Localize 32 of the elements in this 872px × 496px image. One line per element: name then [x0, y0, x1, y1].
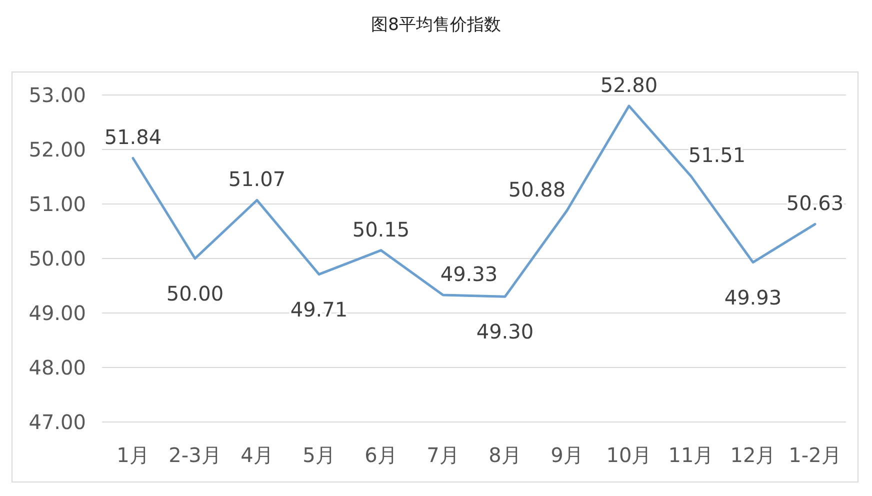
- data-label: 50.63: [786, 191, 844, 216]
- x-tick-label: 1月: [116, 443, 150, 467]
- data-label: 52.80: [600, 72, 658, 97]
- data-label: 50.15: [352, 217, 410, 242]
- data-label: 51.07: [228, 167, 286, 192]
- data-label: 49.33: [440, 262, 498, 286]
- y-tick-label: 52.00: [28, 138, 86, 162]
- y-tick-label: 51.00: [28, 192, 86, 216]
- x-tick-label: 5月: [302, 443, 336, 467]
- data-label: 49.93: [724, 285, 782, 310]
- y-tick-label: 53.00: [28, 83, 86, 107]
- y-tick-label: 49.00: [28, 301, 86, 325]
- data-label: 49.71: [290, 297, 348, 322]
- x-tick-label: 11月: [668, 443, 714, 467]
- x-tick-label: 7月: [426, 443, 460, 467]
- chart-title: 图8平均售价指数: [371, 15, 501, 35]
- data-label: 49.30: [476, 320, 534, 344]
- y-tick-label: 48.00: [28, 356, 86, 380]
- x-tick-label: 4月: [240, 443, 274, 467]
- x-tick-label: 2-3月: [168, 443, 222, 467]
- x-tick-label: 10月: [606, 443, 652, 467]
- data-label: 51.84: [104, 125, 162, 150]
- data-label: 50.88: [508, 178, 566, 202]
- y-tick-label: 50.00: [28, 246, 86, 270]
- x-tick-label: 8月: [488, 443, 522, 467]
- data-label: 50.00: [166, 282, 224, 306]
- y-tick-label: 47.00: [28, 410, 86, 434]
- x-tick-label: 1-2月: [788, 443, 842, 467]
- x-tick-label: 9月: [550, 443, 584, 467]
- x-tick-label: 12月: [730, 443, 776, 467]
- x-tick-label: 6月: [364, 443, 398, 467]
- data-label: 51.51: [688, 143, 746, 168]
